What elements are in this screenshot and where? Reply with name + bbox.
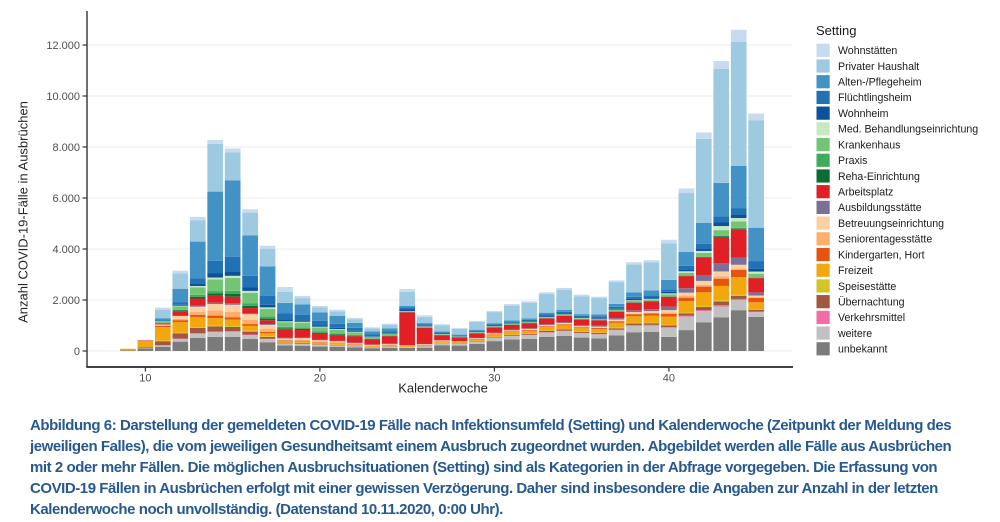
svg-text:Med. Behandlungseinrichtung: Med. Behandlungseinrichtung	[838, 124, 978, 136]
svg-text:weitere: weitere	[837, 328, 872, 340]
svg-text:Ausbildungsstätte: Ausbildungsstätte	[838, 202, 922, 214]
svg-text:Anzahl COVID-19-Fälle in Ausbr: Anzahl COVID-19-Fälle in Ausbrüchen	[16, 101, 31, 323]
svg-text:12.000: 12.000	[46, 40, 80, 52]
svg-text:unbekannt: unbekannt	[838, 344, 888, 356]
svg-text:Kalenderwoche: Kalenderwoche	[398, 381, 488, 396]
svg-text:40: 40	[663, 373, 675, 385]
svg-text:20: 20	[314, 373, 326, 385]
svg-text:0: 0	[74, 346, 80, 358]
svg-text:Wohnstätten: Wohnstätten	[838, 45, 897, 57]
svg-text:Setting: Setting	[816, 23, 856, 38]
svg-text:Freizeit: Freizeit	[838, 265, 873, 277]
svg-text:6.000: 6.000	[52, 193, 80, 205]
svg-text:Verkehrsmittel: Verkehrsmittel	[838, 312, 905, 324]
svg-text:Reha-Einrichtung: Reha-Einrichtung	[838, 171, 920, 183]
svg-text:Übernachtung: Übernachtung	[838, 296, 905, 308]
svg-text:Kindergarten, Hort: Kindergarten, Hort	[838, 249, 925, 261]
svg-text:Betreuungseinrichtung: Betreuungseinrichtung	[838, 218, 944, 230]
svg-text:Arbeitsplatz: Arbeitsplatz	[838, 186, 893, 198]
svg-text:Seniorentagesstätte: Seniorentagesstätte	[838, 234, 932, 246]
svg-text:Alten-/Pflegeheim: Alten-/Pflegeheim	[838, 77, 922, 89]
svg-text:Privater Haushalt: Privater Haushalt	[838, 61, 919, 73]
svg-text:30: 30	[488, 373, 500, 385]
svg-text:Flüchtlingsheim: Flüchtlingsheim	[838, 92, 912, 104]
svg-text:Speisestätte: Speisestätte	[838, 281, 896, 293]
svg-text:Praxis: Praxis	[838, 155, 867, 167]
svg-text:8.000: 8.000	[52, 142, 80, 154]
svg-text:Wohnheim: Wohnheim	[838, 108, 889, 120]
svg-text:10: 10	[139, 373, 151, 385]
svg-text:4.000: 4.000	[52, 244, 80, 256]
svg-text:Krankenhaus: Krankenhaus	[838, 139, 900, 151]
svg-text:2.000: 2.000	[52, 295, 80, 307]
svg-text:10.000: 10.000	[46, 91, 80, 103]
